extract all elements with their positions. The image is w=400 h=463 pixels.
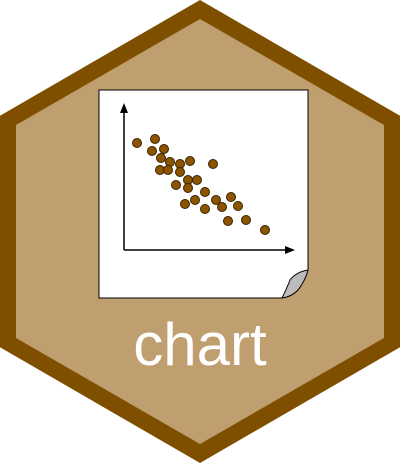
- dot: [260, 225, 270, 235]
- x-arrow: [285, 246, 295, 254]
- dot: [180, 199, 190, 209]
- dot: [147, 146, 157, 156]
- dot: [211, 195, 221, 205]
- paper-curl: [281, 269, 309, 299]
- dot: [200, 187, 210, 197]
- dot: [185, 156, 195, 166]
- dot: [192, 175, 202, 185]
- dot: [163, 165, 173, 175]
- dot: [223, 216, 233, 226]
- dot: [208, 159, 218, 169]
- dot: [233, 201, 243, 211]
- dot: [190, 195, 200, 205]
- logo-label: chart: [133, 311, 267, 378]
- dot: [241, 215, 251, 225]
- dot: [150, 134, 160, 144]
- axes: [123, 110, 288, 251]
- dot: [200, 204, 210, 214]
- dot: [217, 202, 227, 212]
- dot: [175, 167, 185, 177]
- dot: [183, 183, 193, 193]
- dot: [156, 153, 166, 163]
- dot: [159, 144, 169, 154]
- dot: [132, 138, 142, 148]
- y-arrow: [120, 103, 128, 113]
- dot: [226, 192, 236, 202]
- scatter-dots: [132, 134, 270, 235]
- dot: [171, 180, 181, 190]
